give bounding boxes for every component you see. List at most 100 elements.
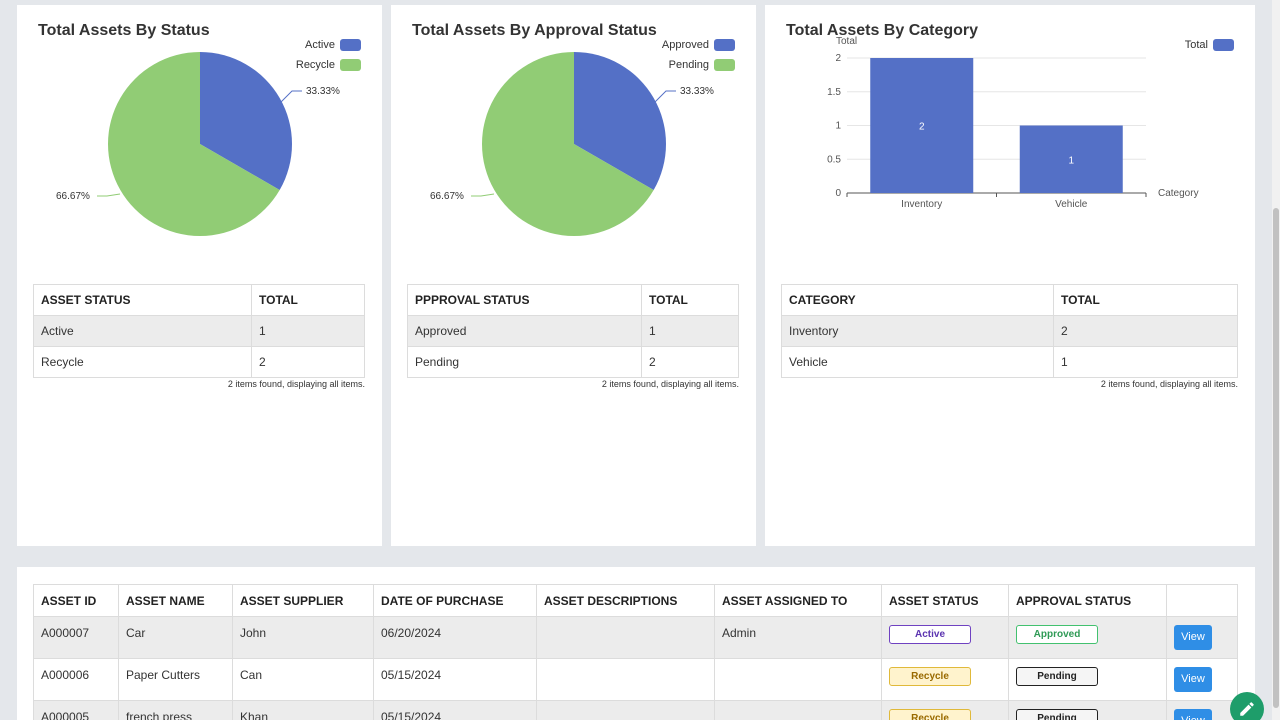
category-card: Total Assets By Category Total Total Cat… — [765, 5, 1255, 546]
table-row: Active 1 — [33, 315, 365, 347]
cell-status: Active — [881, 616, 1009, 659]
table-cell: 1 — [1053, 346, 1238, 378]
col-header: TOTAL — [641, 284, 739, 316]
status-pie-chart: 33.33% 66.67% — [56, 52, 340, 236]
pie-slice-approved[interactable] — [574, 52, 666, 190]
cell-approval: Pending — [1008, 700, 1167, 720]
cell-supplier: John — [232, 616, 374, 659]
col-header: TOTAL — [1053, 284, 1238, 316]
scrollbar-thumb[interactable] — [1273, 208, 1279, 708]
pie-slice-active[interactable] — [200, 52, 292, 190]
items-found-text: 2 items found, displaying all items. — [601, 379, 739, 389]
bar-data-label: 2 — [919, 122, 925, 133]
col-header: PPPROVAL STATUS — [407, 284, 642, 316]
cell-description — [536, 616, 715, 659]
view-button[interactable]: View — [1174, 709, 1212, 720]
bar-vehicle[interactable] — [1019, 125, 1123, 194]
table-cell: Inventory — [781, 315, 1054, 347]
y-axis-label: Total — [836, 36, 857, 47]
pie-slice-pending[interactable] — [482, 52, 654, 236]
bar-data-label: 1 — [1068, 155, 1074, 166]
approval-card-title: Total Assets By Approval Status — [412, 22, 657, 39]
col-asset-supplier: ASSET SUPPLIER — [232, 584, 374, 617]
page-scrollbar[interactable] — [1272, 0, 1280, 720]
table-row: A000007 Car John 06/20/2024 Admin Active… — [33, 616, 1238, 659]
legend-item-total[interactable]: Total — [1185, 38, 1234, 51]
approval-legend: Approved Pending — [662, 38, 735, 78]
cell-assigned: Admin — [714, 616, 882, 659]
pencil-icon — [1240, 702, 1254, 716]
col-header: ASSET STATUS — [33, 284, 252, 316]
approval-badge: Approved — [1016, 625, 1098, 644]
legend-item-recycle[interactable]: Recycle — [296, 58, 361, 71]
cell-actions: View — [1166, 700, 1238, 720]
legend-item-approved[interactable]: Approved — [662, 38, 735, 51]
legend-label: Pending — [668, 58, 709, 71]
legend-label: Recycle — [295, 58, 335, 71]
cell-status: Recycle — [881, 700, 1009, 720]
table-cell: Approved — [407, 315, 642, 347]
category-legend: Total — [1185, 38, 1234, 58]
status-card: Total Assets By Status Active Recycle 33… — [17, 5, 382, 546]
table-cell: 2 — [641, 346, 739, 378]
y-tick-label: 0 — [835, 188, 841, 199]
col-date-of-purchase: DATE OF PURCHASE — [373, 584, 537, 617]
table-cell: 1 — [641, 315, 739, 347]
bar-inventory[interactable] — [870, 58, 974, 193]
cell-asset-id: A000006 — [33, 658, 119, 701]
legend-swatch — [1213, 38, 1234, 51]
legend-swatch — [714, 58, 735, 71]
assets-table: ASSET ID ASSET NAME ASSET SUPPLIER DATE … — [33, 584, 1238, 720]
legend-swatch — [340, 38, 361, 51]
approval-badge: Pending — [1016, 667, 1098, 686]
table-row: Vehicle 1 — [781, 346, 1238, 378]
legend-item-pending[interactable]: Pending — [662, 58, 735, 71]
category-table: CATEGORY TOTAL Inventory 2 Vehicle 1 — [781, 284, 1238, 378]
category-bar-chart: Total Category 0 0.5 1 1.5 2 2 Inventory 1 Vehi… — [827, 36, 1199, 210]
status-table: ASSET STATUS TOTAL Active 1 Recycle 2 — [33, 284, 365, 378]
cell-asset-id: A000007 — [33, 616, 119, 659]
cell-supplier: Khan — [232, 700, 374, 720]
status-badge: Recycle — [889, 709, 971, 720]
cell-date: 05/15/2024 — [373, 700, 537, 720]
cell-date: 05/15/2024 — [373, 658, 537, 701]
col-asset-assigned-to: ASSET ASSIGNED TO — [714, 584, 882, 617]
cell-status: Recycle — [881, 658, 1009, 701]
cell-assigned — [714, 658, 882, 701]
approval-card: Total Assets By Approval Status Approved… — [391, 5, 756, 546]
approval-badge: Pending — [1016, 709, 1098, 720]
x-tick-label: Inventory — [901, 199, 942, 210]
status-badge: Recycle — [889, 667, 971, 686]
table-cell: Recycle — [33, 346, 252, 378]
table-row: Inventory 2 — [781, 315, 1238, 347]
view-button[interactable]: View — [1174, 667, 1212, 692]
cell-supplier: Can — [232, 658, 374, 701]
legend-label: Active — [305, 38, 335, 51]
edit-fab-button[interactable] — [1230, 692, 1264, 720]
approval-table: PPPROVAL STATUS TOTAL Approved 1 Pending 2 — [407, 284, 739, 378]
col-asset-status: ASSET STATUS — [881, 584, 1009, 617]
legend-swatch — [714, 38, 735, 51]
table-row: Pending 2 — [407, 346, 739, 378]
table-cell: 2 — [251, 346, 365, 378]
view-button[interactable]: View — [1174, 625, 1212, 650]
x-axis-label: Category — [1158, 188, 1199, 199]
cell-asset-name: Car — [118, 616, 233, 659]
cell-approval: Pending — [1008, 658, 1167, 701]
legend-label: Total — [1184, 38, 1208, 51]
y-tick-label: 0.5 — [827, 154, 841, 165]
status-badge: Active — [889, 625, 971, 644]
table-row: Recycle 2 — [33, 346, 365, 378]
table-cell: 2 — [1053, 315, 1238, 347]
pie-slice-recycle[interactable] — [108, 52, 280, 236]
items-found-text: 2 items found, displaying all items. — [227, 379, 365, 389]
cell-description — [536, 658, 715, 701]
table-cell: Pending — [407, 346, 642, 378]
col-asset-name: ASSET NAME — [118, 584, 233, 617]
cell-actions: View — [1166, 616, 1238, 659]
table-cell: Active — [33, 315, 252, 347]
pie-label-small: 33.33% — [680, 86, 714, 97]
legend-item-active[interactable]: Active — [296, 38, 361, 51]
col-asset-id: ASSET ID — [33, 584, 119, 617]
col-header: TOTAL — [251, 284, 365, 316]
